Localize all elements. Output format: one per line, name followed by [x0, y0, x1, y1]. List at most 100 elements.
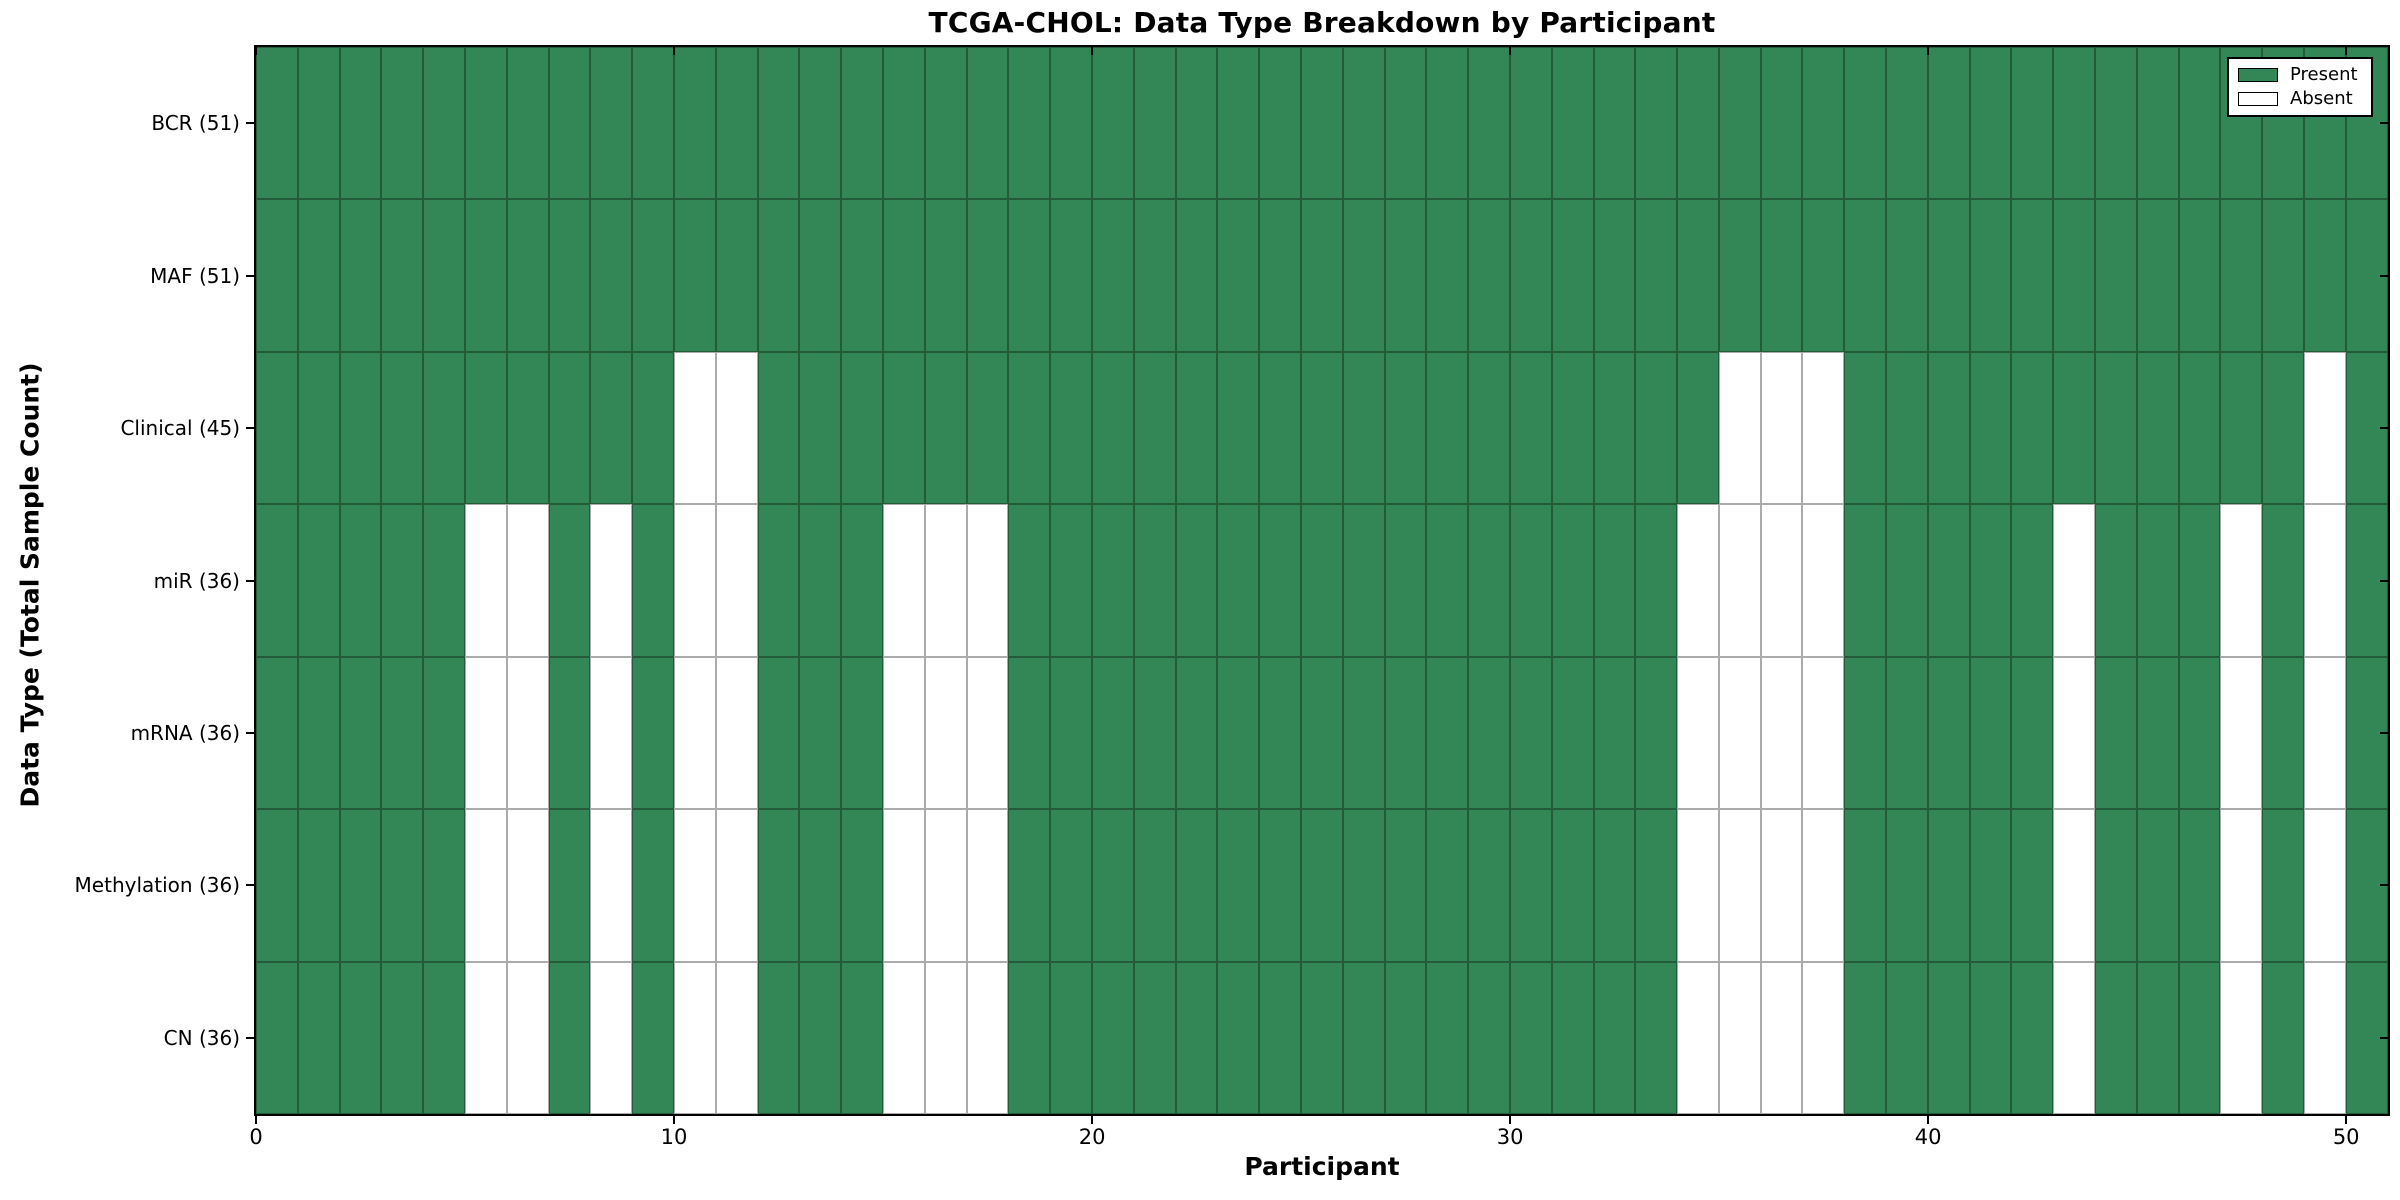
matrix-cell [1175, 656, 1218, 810]
matrix-cell [715, 656, 758, 810]
matrix-cell [1217, 656, 1260, 810]
x-tick-mark-top [2345, 47, 2348, 55]
matrix-cell [2095, 656, 2137, 810]
matrix-cell [924, 351, 967, 505]
matrix-cell [2136, 199, 2179, 352]
matrix-cell [1468, 656, 1510, 810]
matrix-cell [1133, 504, 1176, 657]
y-tick-label: mRNA (36) [130, 720, 240, 745]
matrix-cell [757, 504, 800, 657]
matrix-cell [882, 351, 925, 505]
matrix-cell [1509, 961, 1552, 1114]
matrix-cell [2011, 809, 2054, 962]
matrix-cell [548, 809, 591, 962]
matrix-cell [1217, 504, 1260, 657]
matrix-cell [632, 47, 674, 200]
matrix-cell [1802, 47, 1845, 200]
matrix-cell [1342, 961, 1385, 1114]
matrix-cell [1133, 47, 1176, 200]
matrix-cell [1426, 199, 1469, 352]
matrix-cell [1509, 47, 1552, 200]
matrix-cell [423, 809, 465, 962]
matrix-cell [423, 961, 465, 1114]
matrix-cell [1091, 199, 1134, 352]
matrix-cell [673, 961, 716, 1114]
matrix-cell [256, 656, 298, 810]
matrix-cell [381, 809, 424, 962]
matrix-cell [1217, 199, 1260, 352]
matrix-cell [1927, 809, 1970, 962]
matrix-cell [506, 961, 549, 1114]
matrix-cell [2220, 199, 2263, 352]
matrix-cell [256, 961, 298, 1114]
matrix-cell [841, 961, 883, 1114]
y-tick-mark [246, 274, 256, 277]
matrix-cell [1133, 809, 1176, 962]
matrix-cell [1760, 961, 1803, 1114]
matrix-cell [1342, 199, 1385, 352]
matrix-cell [2136, 47, 2179, 200]
matrix-cell [757, 656, 800, 810]
legend-swatch-absent [2238, 92, 2278, 106]
legend: Present Absent [2227, 57, 2373, 117]
matrix-cell [1635, 809, 1678, 962]
matrix-cell [632, 656, 674, 810]
matrix-cell [2053, 47, 2096, 200]
matrix-cell [1008, 199, 1051, 352]
matrix-cell [339, 656, 382, 810]
matrix-cell [1008, 961, 1051, 1114]
matrix-cell [799, 199, 842, 352]
matrix-cell [1259, 351, 1301, 505]
matrix-cell [2304, 656, 2346, 810]
matrix-cell [423, 199, 465, 352]
matrix-cell [548, 961, 591, 1114]
matrix-cell [2220, 656, 2263, 810]
matrix-cell [1008, 351, 1051, 505]
matrix-cell [673, 656, 716, 810]
matrix-cell [1008, 809, 1051, 962]
matrix-cell [297, 504, 340, 657]
x-tick-label: 0 [249, 1125, 263, 1149]
matrix-cell [1175, 351, 1218, 505]
matrix-cell [2262, 504, 2305, 657]
matrix-cell [1133, 199, 1176, 352]
matrix-cell [2095, 961, 2137, 1114]
matrix-cell [423, 47, 465, 200]
matrix-cell [1133, 656, 1176, 810]
matrix-cell [1593, 809, 1636, 962]
matrix-cell [1677, 351, 1719, 505]
matrix-cell [2178, 199, 2221, 352]
matrix-cell [1551, 809, 1594, 962]
matrix-cell [1760, 504, 1803, 657]
x-tick-mark-top [1509, 47, 1512, 55]
matrix-cell [1008, 47, 1051, 200]
matrix-cell [1426, 504, 1469, 657]
plot-cells [256, 47, 2388, 1114]
matrix-cell [1760, 809, 1803, 962]
matrix-cell [1551, 504, 1594, 657]
x-tick-mark [1509, 1114, 1512, 1124]
matrix-cell [2095, 351, 2137, 505]
matrix-cell [882, 961, 925, 1114]
matrix-cell [1802, 351, 1845, 505]
matrix-cell [2262, 199, 2305, 352]
y-tick-mark-right [2380, 427, 2388, 430]
matrix-cell [1718, 809, 1761, 962]
x-tick-mark-top [1091, 47, 1094, 55]
matrix-cell [590, 656, 633, 810]
y-tick-label: CN (36) [163, 1025, 240, 1050]
matrix-cell [799, 656, 842, 810]
matrix-cell [1551, 351, 1594, 505]
matrix-cell [590, 47, 633, 200]
matrix-cell [423, 351, 465, 505]
matrix-cell [256, 199, 298, 352]
matrix-cell [381, 656, 424, 810]
matrix-cell [1509, 199, 1552, 352]
matrix-cell [1677, 656, 1719, 810]
matrix-cell [2053, 504, 2096, 657]
matrix-cell [339, 199, 382, 352]
matrix-cell [2262, 351, 2305, 505]
matrix-cell [1175, 809, 1218, 962]
matrix-cell [1551, 47, 1594, 200]
matrix-cell [339, 809, 382, 962]
